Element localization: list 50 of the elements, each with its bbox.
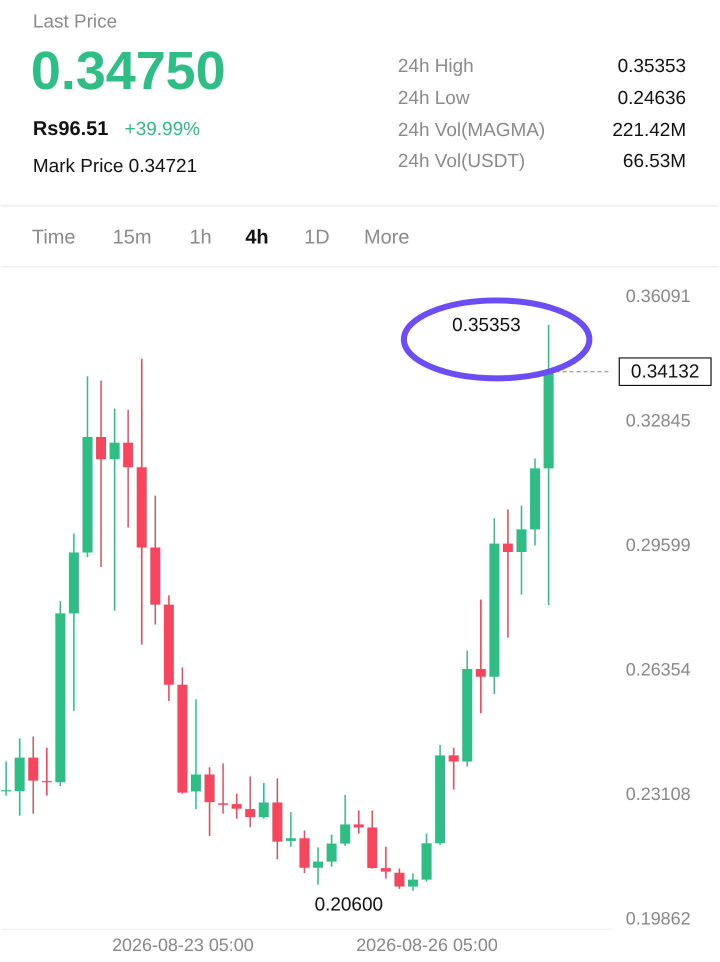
ref-line-label: 0.34132 bbox=[630, 362, 700, 383]
candlestick bbox=[218, 762, 228, 814]
candlestick bbox=[408, 872, 418, 892]
candlestick bbox=[245, 776, 256, 828]
text: 1h bbox=[189, 226, 212, 249]
text: 0.24636 bbox=[618, 88, 686, 110]
annotation: 0.20600 bbox=[314, 894, 384, 916]
candlestick bbox=[28, 736, 38, 814]
text: 24h High bbox=[398, 56, 474, 78]
candlestick bbox=[313, 846, 324, 886]
text: 24h Vol(USDT) bbox=[398, 150, 526, 172]
text: 15m bbox=[112, 226, 152, 249]
text: Rs96.51 bbox=[32, 118, 108, 140]
candlestick bbox=[110, 408, 120, 612]
annotation: 0.35353 bbox=[452, 314, 521, 336]
y-tick-label: 0.26354 bbox=[626, 660, 691, 680]
text: +39.99% bbox=[124, 118, 200, 140]
candlestick bbox=[394, 868, 404, 890]
text: Mark Price 0.34721 bbox=[32, 156, 198, 177]
text: 1D bbox=[304, 226, 330, 249]
text: Last Price bbox=[32, 11, 118, 32]
text: More bbox=[364, 226, 410, 249]
text: 24h Vol(MAGMA) bbox=[398, 120, 546, 141]
candlestick bbox=[476, 598, 486, 714]
text: 66.53M bbox=[622, 150, 686, 172]
candlestick bbox=[258, 782, 269, 820]
y-tick-label: 0.29599 bbox=[626, 535, 691, 556]
candlestick bbox=[354, 810, 364, 834]
y-tick-label: 0.36091 bbox=[626, 286, 691, 306]
candlestick bbox=[286, 811, 296, 848]
text: 24h Low bbox=[398, 88, 470, 110]
y-tick-label: 0.19862 bbox=[626, 908, 691, 929]
candlestick bbox=[380, 846, 391, 880]
candlestick bbox=[340, 794, 350, 847]
candlestick bbox=[502, 508, 513, 638]
y-tick-label: 0.32845 bbox=[626, 410, 691, 431]
x-tick-label: 2026-08-26 05:00 bbox=[356, 935, 498, 956]
candlestick bbox=[516, 504, 526, 596]
candlestick bbox=[96, 380, 106, 568]
text: 221.42M bbox=[612, 120, 686, 141]
candlestick bbox=[448, 746, 459, 790]
text: Time bbox=[32, 226, 76, 249]
text: 0.35353 bbox=[618, 56, 686, 78]
candlestick bbox=[232, 792, 242, 820]
text: 4h bbox=[245, 226, 269, 249]
candlestick bbox=[326, 834, 337, 868]
y-tick-label: 0.23108 bbox=[626, 784, 691, 804]
x-tick-label: 2026-08-23 05:00 bbox=[112, 935, 254, 956]
candlestick bbox=[190, 698, 201, 810]
text: 0.34750 bbox=[30, 41, 226, 102]
